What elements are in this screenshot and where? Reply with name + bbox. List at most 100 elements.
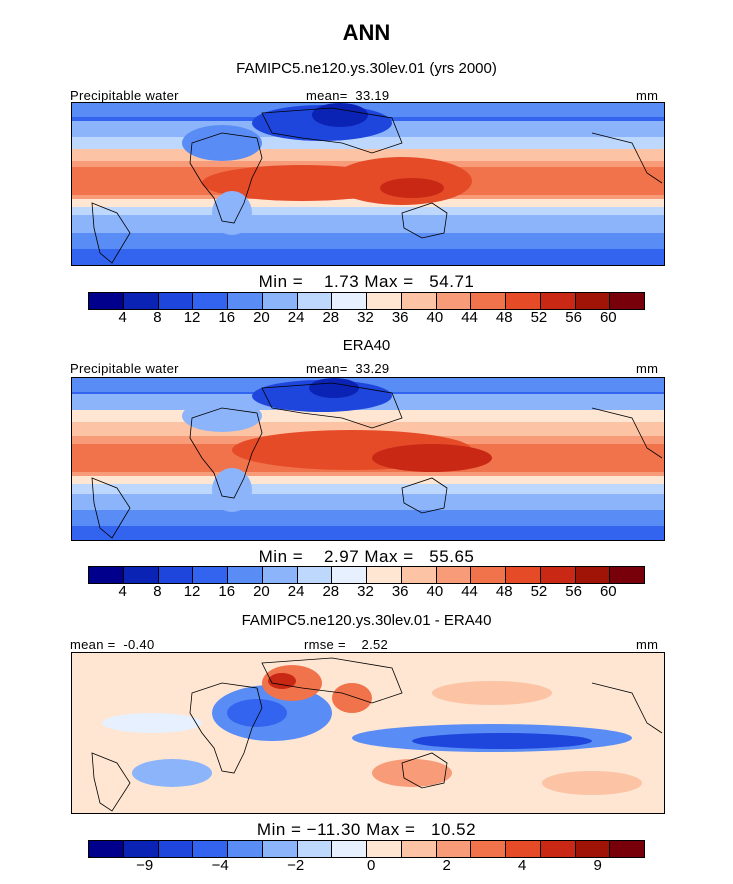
colorbar-tick-label: 4 (518, 857, 527, 874)
colorbar-cell (89, 841, 124, 857)
colorbar-tick-label: 52 (530, 309, 548, 326)
colorbar-cell (262, 567, 298, 583)
colorbar-cell (332, 841, 367, 857)
colorbar-tick-label: 56 (565, 583, 582, 600)
colorbar-cell (89, 293, 124, 309)
colorbar-cell (262, 841, 298, 857)
colorbar-cell (471, 567, 506, 583)
colorbar-cell (193, 567, 228, 583)
colorbar-tick-label: 36 (391, 583, 409, 600)
colorbar-cell (610, 841, 644, 857)
colorbar-tick-label: −9 (136, 857, 154, 874)
colorbar-tick-label: 12 (183, 583, 201, 600)
colorbar-tick-label: 40 (426, 583, 444, 600)
colorbar-tick-label: 16 (218, 583, 236, 600)
colorbar-cell (123, 567, 159, 583)
panel-2-mean-label: mean= 33.29 (306, 361, 390, 376)
colorbar-cell (540, 567, 576, 583)
colorbar-tick-label: 0 (366, 857, 376, 874)
colorbar-tick-label: 2 (442, 857, 451, 874)
colorbar-cell (367, 567, 402, 583)
colorbar-cell (367, 293, 402, 309)
panel-1-subtitle: FAMIPC5.ne120.ys.30lev.01 (yrs 2000) (236, 60, 497, 77)
colorbar-tick-label: 4 (118, 309, 127, 326)
colorbar-tick-label: −2 (287, 857, 305, 874)
colorbar-tick-label: 60 (599, 583, 617, 600)
panel-2-colorbar-ticks: 4 8 12 16 20 24 28 32 36 40 44 48 52 56 60 (88, 583, 643, 603)
colorbar-tick-label: 44 (461, 309, 478, 326)
colorbar-tick-label: 8 (153, 309, 162, 326)
colorbar-cell (228, 293, 263, 309)
colorbar-tick-label: 9 (593, 857, 602, 874)
colorbar-cell (367, 841, 402, 857)
panel-2-colorbar (88, 566, 645, 584)
panel-2-map (71, 377, 665, 541)
colorbar-tick-label: 56 (565, 309, 582, 326)
colorbar-cell (158, 293, 194, 309)
panel-1-colorbar (88, 292, 645, 310)
panel-2-subtitle: ERA40 (342, 337, 391, 354)
colorbar-cell (575, 293, 611, 309)
colorbar-cell (540, 841, 576, 857)
colorbar-cell (89, 567, 124, 583)
colorbar-cell (506, 567, 541, 583)
colorbar-tick-label: 8 (153, 583, 162, 600)
colorbar-cell (506, 293, 541, 309)
colorbar-cell (332, 567, 367, 583)
colorbar-cell (228, 841, 263, 857)
panel-2-variable-label: Precipitable water (70, 361, 179, 376)
colorbar-tick-label: 48 (495, 583, 513, 600)
panel-1-units-label: mm (636, 88, 659, 103)
colorbar-tick-label: 52 (530, 583, 548, 600)
colorbar-cell (575, 567, 611, 583)
panel-3-colorbar-ticks: −9 −4 −2 0 2 4 9 (88, 857, 643, 877)
panel-1-mean-label: mean= 33.19 (306, 88, 390, 103)
colorbar-cell (540, 293, 576, 309)
colorbar-cell (297, 567, 333, 583)
colorbar-cell (401, 293, 437, 309)
colorbar-tick-label: 48 (495, 309, 513, 326)
colorbar-cell (401, 841, 437, 857)
colorbar-cell (610, 293, 644, 309)
colorbar-tick-label: 4 (118, 583, 127, 600)
colorbar-tick-label: 20 (253, 309, 270, 326)
colorbar-tick-label: 60 (599, 309, 617, 326)
colorbar-cell (297, 293, 333, 309)
colorbar-cell (436, 293, 472, 309)
colorbar-tick-label: 28 (322, 309, 340, 326)
colorbar-cell (123, 293, 159, 309)
colorbar-cell (471, 293, 506, 309)
colorbar-tick-label: 24 (287, 583, 305, 600)
colorbar-cell (228, 567, 263, 583)
colorbar-tick-label: 32 (357, 583, 374, 600)
panel-3-minmax: Min = −11.30 Max = 10.52 (256, 820, 477, 839)
panel-3-map (71, 652, 665, 814)
panel-2-map-svg (72, 378, 664, 540)
colorbar-tick-label: 44 (461, 583, 478, 600)
panel-1-map-svg (72, 103, 664, 265)
panel-3-units-label: mm (636, 637, 659, 652)
colorbar-cell (158, 567, 194, 583)
colorbar-cell (193, 293, 228, 309)
panel-2-units-label: mm (636, 361, 659, 376)
colorbar-tick-label: 32 (357, 309, 374, 326)
panel-3-rmse-label: rmse = 2.52 (304, 637, 389, 652)
colorbar-cell (297, 841, 333, 857)
panel-1-map (71, 102, 665, 266)
panel-3-map-svg (72, 653, 664, 813)
colorbar-tick-label: 20 (253, 583, 270, 600)
colorbar-cell (193, 841, 228, 857)
colorbar-cell (506, 841, 541, 857)
colorbar-tick-label: 36 (391, 309, 409, 326)
colorbar-tick-label: 16 (218, 309, 236, 326)
colorbar-tick-label: 28 (322, 583, 340, 600)
colorbar-cell (123, 841, 159, 857)
panel-1-variable-label: Precipitable water (70, 88, 179, 103)
colorbar-tick-label: −4 (211, 857, 229, 874)
panel-3-subtitle: FAMIPC5.ne120.ys.30lev.01 - ERA40 (241, 612, 492, 629)
colorbar-cell (401, 567, 437, 583)
panel-2-minmax: Min = 2.97 Max = 55.65 (258, 547, 475, 566)
panel-3-colorbar (88, 840, 645, 858)
colorbar-cell (575, 841, 611, 857)
colorbar-tick-label: 24 (287, 309, 305, 326)
